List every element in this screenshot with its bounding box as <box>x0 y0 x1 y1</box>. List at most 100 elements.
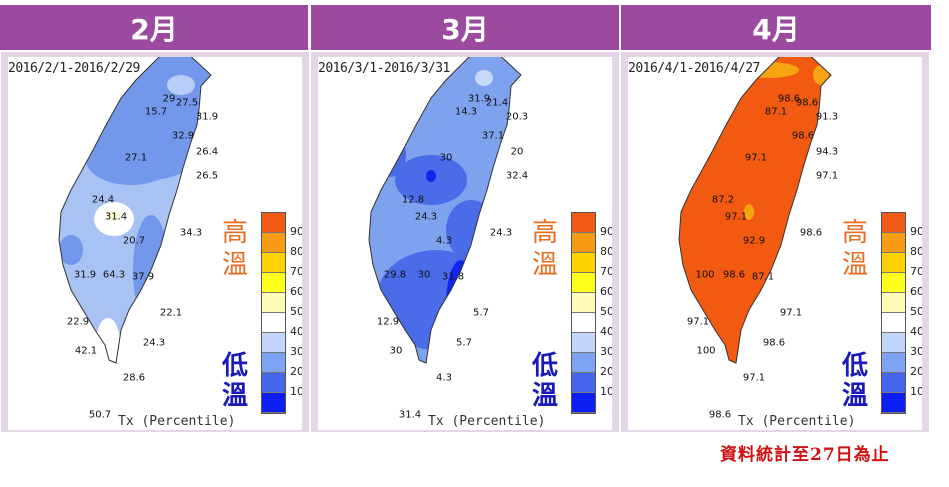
station-value: 97.1 <box>742 372 766 384</box>
color-swatch <box>262 353 285 373</box>
station-value: 42.1 <box>74 345 98 357</box>
color-swatch <box>882 273 905 293</box>
month-header: 4月 <box>621 5 931 50</box>
station-value: 31.9 <box>467 93 491 105</box>
percentile-region <box>376 250 496 350</box>
date-range: 2016/3/1-2016/3/31 <box>318 61 450 76</box>
map-panel-2-month: 2016/2/1-2016/2/29 29 15.7 27.5 31.9 32.9 26.4… <box>1 52 309 432</box>
scale-tick-label: 20 <box>910 365 922 378</box>
station-value: 24.3 <box>489 227 513 239</box>
scale-tick-label: 10 <box>290 385 302 398</box>
station-value: 5.7 <box>473 307 489 319</box>
percentile-region <box>376 133 406 177</box>
station-value: 97.1 <box>744 152 768 164</box>
station-value: 14.3 <box>454 106 478 118</box>
month-header: 3月 <box>311 5 619 50</box>
color-swatch <box>572 273 595 293</box>
station-value: 31.9 <box>195 111 219 123</box>
percentile-region <box>813 65 829 85</box>
scale-tick-label: 80 <box>600 245 612 258</box>
percentile-region <box>475 70 493 86</box>
scale-tick-label: 60 <box>290 285 302 298</box>
taiwan-map <box>58 57 212 364</box>
station-value: 32.9 <box>171 130 195 142</box>
axis-title: Tx (Percentile) <box>118 414 236 429</box>
station-value: 98.6 <box>799 227 823 239</box>
cold-temperature-label: 低溫 <box>842 351 869 411</box>
scale-tick-label: 30 <box>600 345 612 358</box>
color-swatch <box>262 273 285 293</box>
scale-tick-label: 30 <box>290 345 302 358</box>
station-value: 26.4 <box>195 146 219 158</box>
scale-tick-label: 10 <box>600 385 612 398</box>
color-scale-bar <box>571 212 596 414</box>
station-value: 12.8 <box>401 194 425 206</box>
station-value: 5.7 <box>456 337 472 349</box>
station-value: 22.9 <box>66 316 90 328</box>
station-value: 97.1 <box>686 316 710 328</box>
footer-note: 資料統計至27日為止 <box>720 445 890 465</box>
scale-tick-label: 20 <box>290 365 302 378</box>
scale-tick-label: 90 <box>910 225 922 238</box>
color-swatch <box>262 213 285 233</box>
station-value: 98.6 <box>762 337 786 349</box>
color-swatch <box>572 373 595 393</box>
map-area: 2016/3/1-2016/3/31 31.9 14.3 21.4 20.3 37.1 20… <box>318 57 612 430</box>
taiwan-landmass <box>679 57 831 363</box>
color-swatch <box>572 293 595 313</box>
scale-tick-label: 50 <box>290 305 302 318</box>
station-value: 21.4 <box>485 97 509 109</box>
date-range: 2016/2/1-2016/2/29 <box>8 61 140 76</box>
station-value: 20.3 <box>505 111 529 123</box>
color-swatch <box>572 353 595 373</box>
station-value: 98.6 <box>722 269 746 281</box>
color-swatch <box>882 253 905 273</box>
coastline <box>678 57 832 364</box>
station-value: 24.4 <box>91 194 115 206</box>
scale-tick-label: 90 <box>600 225 612 238</box>
station-value: 98.6 <box>777 93 801 105</box>
color-swatch <box>882 313 905 333</box>
station-value: 27.1 <box>124 152 148 164</box>
color-scale-bar <box>261 212 286 414</box>
station-value: 34.3 <box>179 227 203 239</box>
map-panel-4-month: 2016/4/1-2016/4/27 98.6 87.1 98.6 91.3 98.6 94… <box>621 52 929 432</box>
station-value: 87.1 <box>764 106 788 118</box>
station-value: 22.1 <box>159 307 183 319</box>
station-value: 87.1 <box>751 271 775 283</box>
color-swatch <box>572 233 595 253</box>
month-header: 2月 <box>0 5 308 50</box>
date-range: 2016/4/1-2016/4/27 <box>628 61 760 76</box>
station-value: 29.8 <box>383 269 407 281</box>
color-swatch <box>572 253 595 273</box>
percentile-region <box>167 75 195 95</box>
station-value: 15.7 <box>144 106 168 118</box>
color-swatch <box>262 253 285 273</box>
taiwan-map <box>368 57 522 364</box>
station-value: 87.2 <box>711 194 735 206</box>
scale-tick-label: 60 <box>600 285 612 298</box>
map-area: 2016/2/1-2016/2/29 29 15.7 27.5 31.9 32.9 26.4… <box>8 57 302 430</box>
color-swatch <box>572 313 595 333</box>
station-value: 98.6 <box>795 97 819 109</box>
station-value: 31.9 <box>73 269 97 281</box>
station-value: 12.9 <box>376 316 400 328</box>
station-value: 100 <box>696 345 716 357</box>
percentile-region <box>744 204 754 220</box>
scale-tick-label: 80 <box>910 245 922 258</box>
station-value: 64.3 <box>102 269 126 281</box>
station-value: 97.1 <box>779 307 803 319</box>
color-swatch <box>882 293 905 313</box>
scale-tick-label: 70 <box>910 265 922 278</box>
map-area: 2016/4/1-2016/4/27 98.6 87.1 98.6 91.3 98.6 94… <box>628 57 922 430</box>
color-swatch <box>882 393 905 413</box>
scale-tick-label: 40 <box>290 325 302 338</box>
station-value: 26.5 <box>195 170 219 182</box>
station-value: 24.3 <box>142 337 166 349</box>
scale-tick-label: 70 <box>290 265 302 278</box>
station-value: 30 <box>389 345 403 357</box>
station-value: 92.9 <box>742 235 766 247</box>
percentile-region <box>59 235 83 265</box>
percentile-region <box>426 170 436 182</box>
scale-tick-label: 40 <box>600 325 612 338</box>
